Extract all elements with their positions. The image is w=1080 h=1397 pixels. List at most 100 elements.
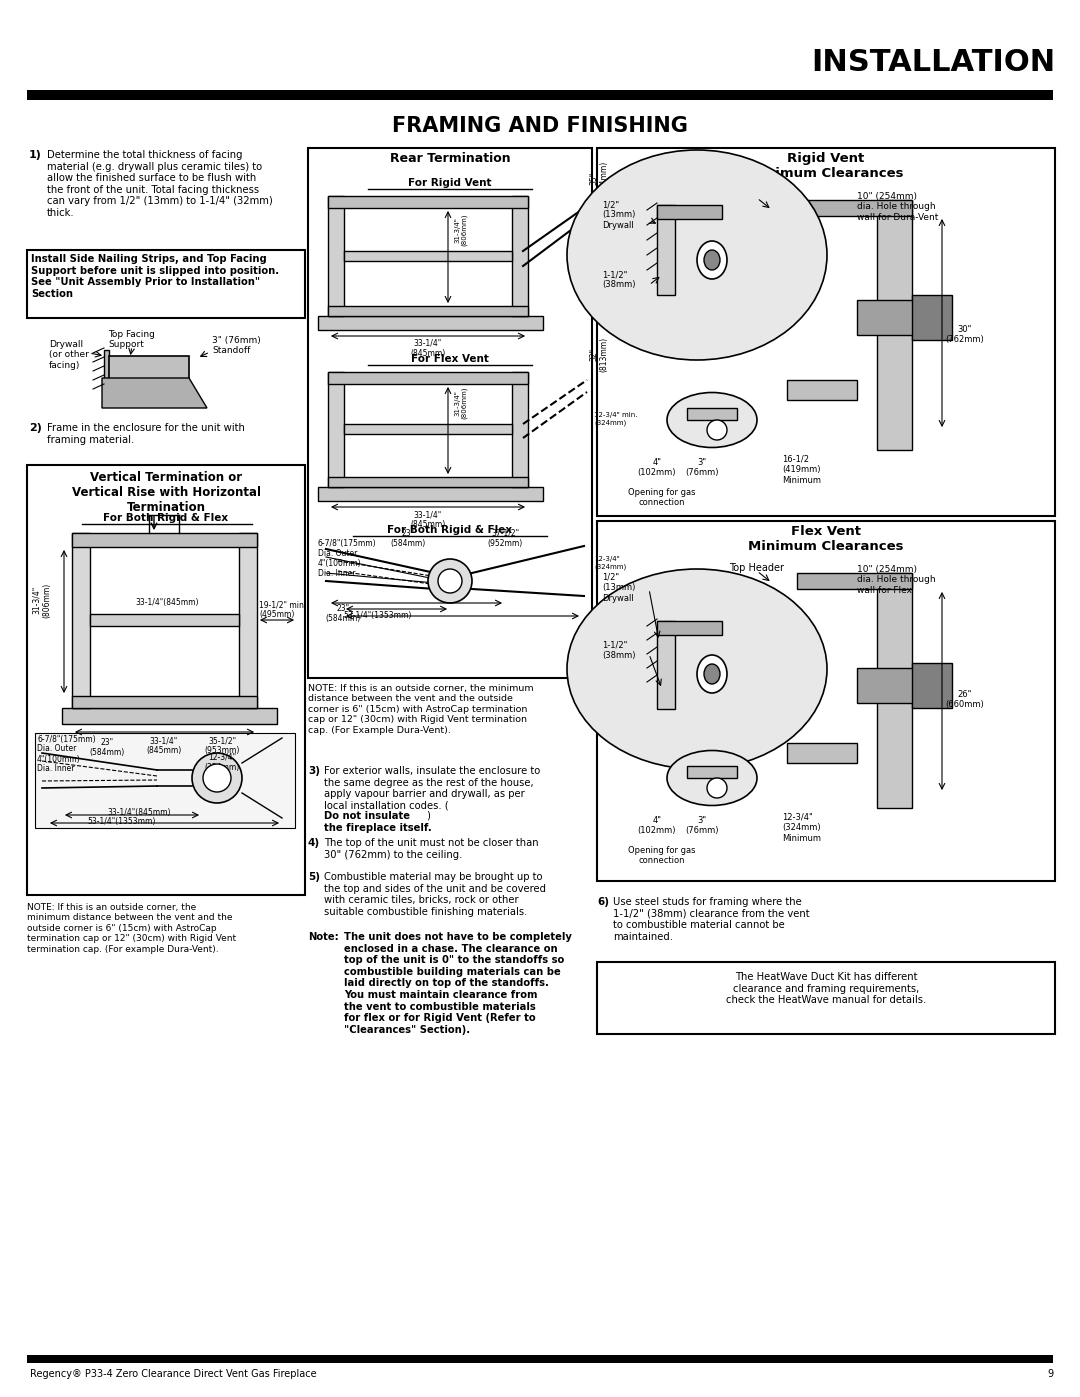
Text: For Both Rigid & Flex: For Both Rigid & Flex bbox=[388, 525, 513, 535]
Circle shape bbox=[438, 569, 462, 592]
Bar bbox=[328, 372, 345, 488]
Text: The top of the unit must not be closer than
30" (762mm) to the ceiling.: The top of the unit must not be closer t… bbox=[324, 838, 539, 859]
Ellipse shape bbox=[567, 569, 827, 768]
Text: INSTALLATION: INSTALLATION bbox=[811, 47, 1055, 77]
Bar bbox=[345, 425, 512, 434]
Text: Install Side Nailing Strips, and Top Facing
Support before unit is slipped into : Install Side Nailing Strips, and Top Fac… bbox=[31, 254, 279, 299]
Text: 1/2"
(13mm)
Drywall: 1/2" (13mm) Drywall bbox=[602, 200, 635, 229]
Bar bbox=[62, 708, 276, 724]
Text: 3"
(76mm): 3" (76mm) bbox=[685, 816, 719, 835]
Text: 4"(100mm): 4"(100mm) bbox=[318, 559, 362, 569]
Text: 35"
(914mm): 35" (914mm) bbox=[589, 161, 608, 196]
Text: 33-1/4"(845mm): 33-1/4"(845mm) bbox=[135, 598, 199, 608]
Ellipse shape bbox=[704, 250, 720, 270]
Text: 10" (254mm)
dia. Hole through
wall for Flex: 10" (254mm) dia. Hole through wall for F… bbox=[858, 564, 935, 595]
Circle shape bbox=[192, 753, 242, 803]
Text: 5): 5) bbox=[308, 872, 320, 882]
Bar bbox=[35, 733, 295, 828]
Text: FRAMING AND FINISHING: FRAMING AND FINISHING bbox=[392, 116, 688, 136]
Bar bbox=[27, 1355, 1053, 1363]
Bar bbox=[797, 200, 912, 217]
Text: Top Header: Top Header bbox=[729, 563, 784, 573]
Text: For Both Rigid & Flex: For Both Rigid & Flex bbox=[104, 513, 229, 522]
Bar bbox=[912, 664, 951, 708]
Text: 23"
(584mm): 23" (584mm) bbox=[325, 604, 361, 623]
Text: Combustible material may be brought up to
the top and sides of the unit and be c: Combustible material may be brought up t… bbox=[324, 872, 546, 916]
Circle shape bbox=[203, 764, 231, 792]
Bar bbox=[27, 89, 1053, 101]
Bar bbox=[787, 380, 858, 400]
Text: 3): 3) bbox=[308, 766, 320, 775]
Bar bbox=[657, 622, 723, 636]
Bar bbox=[877, 200, 912, 450]
Ellipse shape bbox=[667, 750, 757, 806]
Bar bbox=[597, 963, 1055, 1034]
Text: Frame in the enclosure for the unit with
framing material.: Frame in the enclosure for the unit with… bbox=[48, 423, 245, 444]
Text: 53-1/4"(1353mm): 53-1/4"(1353mm) bbox=[343, 610, 411, 620]
Text: Opening for gas
connection: Opening for gas connection bbox=[629, 847, 696, 865]
Text: NOTE: If this is an outside corner, the
minimum distance between the vent and th: NOTE: If this is an outside corner, the … bbox=[27, 902, 237, 954]
Circle shape bbox=[165, 360, 181, 376]
Bar bbox=[912, 295, 951, 339]
Bar bbox=[318, 316, 543, 330]
Bar bbox=[687, 408, 737, 420]
Text: Determine the total thickness of facing
material (e.g. drywall plus ceramic tile: Determine the total thickness of facing … bbox=[48, 149, 273, 218]
Bar bbox=[27, 250, 305, 319]
Text: 23"
(584mm): 23" (584mm) bbox=[90, 738, 124, 757]
Ellipse shape bbox=[704, 664, 720, 685]
Bar bbox=[328, 196, 345, 316]
Text: 4"
(102mm): 4" (102mm) bbox=[638, 816, 676, 835]
Text: 4"
(102mm): 4" (102mm) bbox=[638, 458, 676, 478]
Text: 6-7/8"(175mm): 6-7/8"(175mm) bbox=[37, 735, 96, 745]
Text: Rear Termination: Rear Termination bbox=[390, 152, 511, 165]
Text: 4): 4) bbox=[308, 838, 320, 848]
Bar bbox=[657, 205, 675, 295]
Text: 3"
(76mm): 3" (76mm) bbox=[685, 458, 719, 478]
Bar bbox=[328, 196, 528, 208]
Text: 12-3/4"
(324mm): 12-3/4" (324mm) bbox=[594, 556, 626, 570]
Ellipse shape bbox=[667, 393, 757, 447]
Text: 12-3/4"
(324mm): 12-3/4" (324mm) bbox=[204, 753, 240, 773]
Bar bbox=[877, 573, 912, 807]
Ellipse shape bbox=[567, 149, 827, 360]
Bar bbox=[72, 534, 90, 708]
Text: Regency® P33-4 Zero Clearance Direct Vent Gas Fireplace: Regency® P33-4 Zero Clearance Direct Ven… bbox=[30, 1369, 316, 1379]
Text: 35-1/2"
(953mm): 35-1/2" (953mm) bbox=[204, 736, 240, 756]
Text: 2): 2) bbox=[29, 423, 42, 433]
Text: 1/2"
(13mm)
Drywall: 1/2" (13mm) Drywall bbox=[602, 573, 635, 602]
Text: 19-1/2" min.
(495mm): 19-1/2" min. (495mm) bbox=[259, 599, 307, 619]
Text: Note:: Note: bbox=[308, 932, 339, 942]
Bar bbox=[657, 205, 723, 219]
Text: 33-1/4"
(845mm): 33-1/4" (845mm) bbox=[410, 510, 446, 529]
Bar bbox=[787, 743, 858, 763]
Text: 9: 9 bbox=[1047, 1369, 1053, 1379]
Circle shape bbox=[140, 360, 156, 376]
Text: NOTE: If this is an outside corner, the minimum
distance between the vent and th: NOTE: If this is an outside corner, the … bbox=[308, 685, 534, 735]
Text: Dia. Outer: Dia. Outer bbox=[37, 745, 77, 753]
Text: 6): 6) bbox=[597, 897, 609, 907]
Ellipse shape bbox=[697, 242, 727, 279]
Bar bbox=[657, 622, 675, 710]
Text: 6-7/8"(175mm): 6-7/8"(175mm) bbox=[318, 539, 377, 548]
Text: Rigid Vent
Minimum Clearances: Rigid Vent Minimum Clearances bbox=[748, 152, 904, 180]
Text: 26"
(660mm): 26" (660mm) bbox=[945, 690, 984, 710]
Text: 31-3/4"
(806mm): 31-3/4" (806mm) bbox=[454, 214, 468, 246]
Text: Flex Vent
Minimum Clearances: Flex Vent Minimum Clearances bbox=[748, 525, 904, 553]
Bar bbox=[687, 766, 737, 778]
Bar bbox=[328, 476, 528, 488]
Text: 1): 1) bbox=[29, 149, 42, 161]
Text: 3" (76mm)
Standoff: 3" (76mm) Standoff bbox=[212, 337, 260, 355]
Text: 31-3/4"
(806mm): 31-3/4" (806mm) bbox=[32, 583, 52, 617]
Text: Do not insulate
the fireplace itself.: Do not insulate the fireplace itself. bbox=[324, 812, 432, 833]
Bar bbox=[308, 148, 592, 678]
Circle shape bbox=[114, 360, 131, 376]
Text: 10" (254mm)
dia. Hole through
wall for Dura-Vent: 10" (254mm) dia. Hole through wall for D… bbox=[858, 191, 939, 222]
Text: For Rigid Vent: For Rigid Vent bbox=[408, 177, 491, 189]
Bar bbox=[72, 696, 257, 708]
Text: 23"
(584mm): 23" (584mm) bbox=[390, 529, 426, 549]
Bar bbox=[597, 521, 1055, 882]
Circle shape bbox=[707, 420, 727, 440]
Bar bbox=[858, 668, 937, 703]
Ellipse shape bbox=[697, 655, 727, 693]
Text: Dia. Inner: Dia. Inner bbox=[37, 764, 75, 773]
